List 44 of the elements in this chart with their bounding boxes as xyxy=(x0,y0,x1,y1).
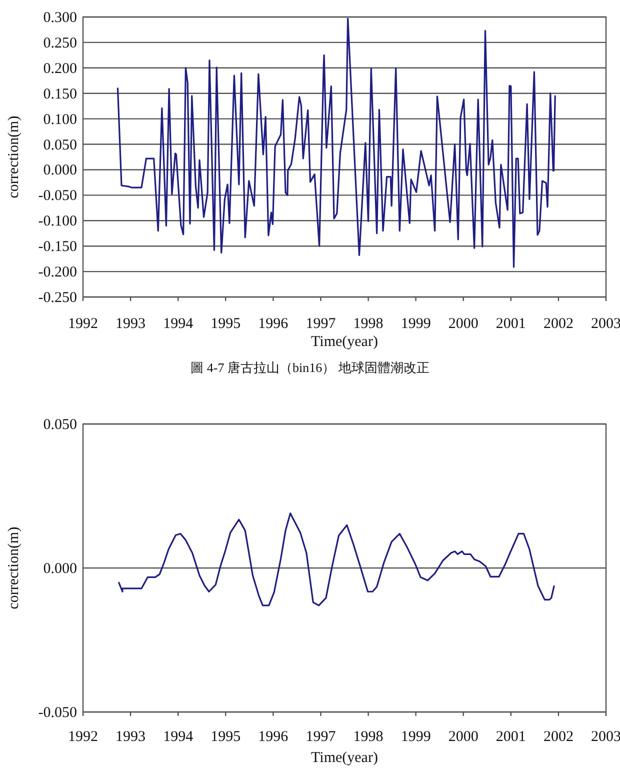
x-tick-label: 1994 xyxy=(163,316,194,332)
x-tick-label: 1992 xyxy=(68,729,98,745)
x-tick-label: 1993 xyxy=(116,316,146,332)
x-tick-label: 2000 xyxy=(448,729,478,745)
y-tick-label: 0.300 xyxy=(43,10,77,26)
x-tick-label: 1997 xyxy=(306,729,336,745)
y-axis-title: correction(m) xyxy=(6,526,22,610)
x-tick-label: 2002 xyxy=(543,316,574,332)
x-tick-label: 1995 xyxy=(210,316,241,332)
y-tick-label: 0.150 xyxy=(43,86,77,102)
y-tick-label: -0.150 xyxy=(38,239,77,256)
y-tick-label: 0.050 xyxy=(43,137,77,154)
x-tick-label: 1995 xyxy=(210,729,241,745)
y-tick-label: -0.050 xyxy=(38,705,77,721)
y-tick-label: -0.050 xyxy=(38,188,77,204)
x-tick-label: 1999 xyxy=(400,729,431,745)
x-tick-label: 1993 xyxy=(116,729,146,745)
x-tick-label: 1998 xyxy=(353,729,384,745)
x-tick-label: 1999 xyxy=(400,316,431,332)
y-tick-label: 0.250 xyxy=(43,35,77,52)
x-tick-label: 2001 xyxy=(496,316,526,332)
x-tick-label: 2002 xyxy=(543,729,574,745)
y-tick-label: 0.000 xyxy=(43,561,77,577)
y-tick-label: 0.050 xyxy=(43,417,77,433)
y-tick-label: -0.100 xyxy=(38,214,77,230)
y-tick-label: 0.000 xyxy=(43,162,77,179)
y-tick-label: -0.200 xyxy=(38,264,77,281)
y-tick-label: -0.250 xyxy=(38,290,77,306)
x-axis-title: Time(year) xyxy=(311,750,378,766)
x-tick-label: 1992 xyxy=(68,316,98,332)
x-tick-label: 1996 xyxy=(258,316,289,332)
y-tick-label: 0.100 xyxy=(43,112,77,128)
y-tick-label: 0.200 xyxy=(43,60,77,77)
x-tick-label: 1997 xyxy=(306,316,336,332)
caption: 圖 4-7 唐古拉山（bin16） 地球固體潮改正 xyxy=(190,360,430,375)
line-series xyxy=(118,512,555,606)
line-series xyxy=(116,18,556,268)
x-tick-label: 1998 xyxy=(353,316,384,332)
x-tick-label: 1996 xyxy=(258,729,289,745)
x-tick-label: 2000 xyxy=(448,316,478,332)
x-axis-title: Time(year) xyxy=(311,334,378,350)
x-tick-label: 1994 xyxy=(163,729,194,745)
x-tick-label: 2001 xyxy=(496,729,526,745)
y-axis-title: correction(m) xyxy=(6,116,22,198)
